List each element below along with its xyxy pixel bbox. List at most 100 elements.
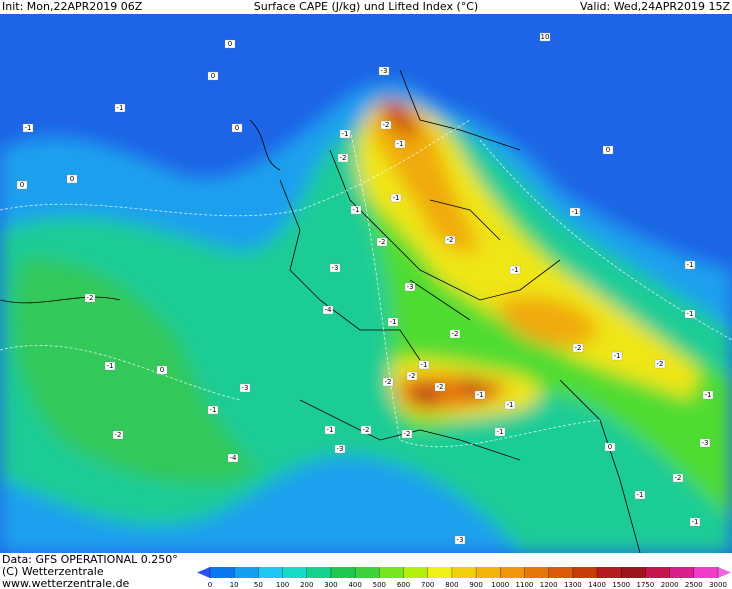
- lifted-index-label: 0: [228, 40, 232, 48]
- lifted-index-label: -2: [575, 344, 582, 352]
- lifted-index-label: -3: [337, 445, 344, 453]
- lifted-index-label: -1: [117, 104, 124, 112]
- label-box: [227, 453, 239, 463]
- colorbar-label: 800: [445, 581, 458, 589]
- label-box: [207, 405, 219, 415]
- colorbar-label: 0: [208, 581, 212, 589]
- init-time: Init: Mon,22APR2019 06Z: [2, 0, 143, 13]
- colorbar-segment: [524, 567, 550, 578]
- copyright: (C) Wetterzentrale: [2, 565, 104, 578]
- label-box: [689, 517, 701, 527]
- colorbar-segment: [258, 567, 284, 578]
- map-title: Surface CAPE (J/kg) und Lifted Index (°C…: [254, 0, 478, 13]
- label-box: [699, 438, 711, 448]
- lifted-index-label: -1: [342, 130, 349, 138]
- label-box: [672, 473, 684, 483]
- lifted-index-label: -1: [210, 406, 217, 414]
- label-box: [329, 263, 341, 273]
- label-box: [572, 343, 584, 353]
- lifted-index-label: -1: [353, 206, 360, 214]
- colorbar-segment: [451, 567, 477, 578]
- lifted-index-label: -3: [381, 67, 388, 75]
- label-box: [449, 329, 461, 339]
- label-box: [418, 360, 430, 370]
- label-box: [112, 430, 124, 440]
- label-box: [324, 425, 336, 435]
- label-box: [239, 383, 251, 393]
- colorbar-label: 1400: [588, 581, 606, 589]
- lifted-index-label: -1: [421, 361, 428, 369]
- lifted-index-label: -1: [107, 362, 114, 370]
- label-box: [434, 382, 446, 392]
- colorbar-segment: [330, 567, 356, 578]
- label-box: [231, 123, 243, 133]
- colorbar-arrow-right: [718, 567, 731, 578]
- lifted-index-label: -2: [385, 378, 392, 386]
- lifted-index-label: -1: [572, 208, 579, 216]
- colorbar-label: 900: [469, 581, 482, 589]
- lifted-index-label: -1: [397, 140, 404, 148]
- website: www.wetterzentrale.de: [2, 577, 130, 589]
- label-box: [474, 390, 486, 400]
- lifted-index-label: -1: [390, 318, 397, 326]
- colorbar-segment: [282, 567, 308, 578]
- label-box: [504, 400, 516, 410]
- colorbar-label: 1100: [516, 581, 534, 589]
- colorbar-segment: [669, 567, 695, 578]
- valid-time: Valid: Wed,24APR2019 15Z: [580, 0, 730, 13]
- lifted-index-label: 0: [160, 366, 164, 374]
- label-box: [207, 71, 219, 81]
- colorbar-segment: [403, 567, 429, 578]
- label-box: [360, 425, 372, 435]
- colorbar-segment: [210, 567, 235, 578]
- lifted-index-label: -1: [327, 426, 334, 434]
- colorbar-segment: [427, 567, 453, 578]
- lifted-index-label: -2: [409, 372, 416, 380]
- label-box: [156, 365, 168, 375]
- lifted-index-label: -2: [447, 236, 454, 244]
- label-box: [654, 359, 666, 369]
- colorbar-label: 300: [324, 581, 337, 589]
- label-box: [404, 282, 416, 292]
- colorbar-label: 1750: [637, 581, 655, 589]
- label-box: [394, 139, 406, 149]
- label-box: [387, 317, 399, 327]
- data-source: Data: GFS OPERATIONAL 0.250°: [2, 553, 178, 566]
- lifted-index-label: 10: [541, 33, 550, 41]
- label-box: [509, 265, 521, 275]
- colorbar-segment: [234, 567, 259, 578]
- colorbar-segment: [476, 567, 501, 578]
- label-box: [401, 429, 413, 439]
- lifted-index-label: -2: [363, 426, 370, 434]
- label-box: [337, 153, 349, 163]
- colorbar-label: 3000: [709, 581, 727, 589]
- colorbar-label: 1300: [564, 581, 582, 589]
- label-box: [454, 535, 466, 545]
- colorbar-label: 400: [348, 581, 361, 589]
- lifted-index-label: -4: [325, 306, 333, 314]
- lifted-index-label: -3: [702, 439, 709, 447]
- colorbar-label: 1000: [491, 581, 509, 589]
- label-box: [390, 193, 402, 203]
- label-box: [406, 371, 418, 381]
- lifted-index-label: -3: [457, 536, 464, 544]
- lifted-index-label: 0: [235, 124, 239, 132]
- label-box: [22, 123, 34, 133]
- lifted-index-label: -2: [383, 121, 390, 129]
- label-box: [494, 427, 506, 437]
- lifted-index-label: -1: [637, 491, 644, 499]
- colorbar-label: 10: [230, 581, 239, 589]
- colorbar-segment: [379, 567, 405, 578]
- colorbar-label: 100: [276, 581, 289, 589]
- label-box: [684, 260, 696, 270]
- label-box: [376, 237, 388, 247]
- lifted-index-label: -1: [393, 194, 400, 202]
- colorbar-segment: [548, 567, 574, 578]
- lifted-index-label: -2: [437, 383, 444, 391]
- label-box: [66, 174, 78, 184]
- label-box: [684, 309, 696, 319]
- lifted-index-label: -2: [404, 430, 411, 438]
- label-box: [604, 442, 616, 452]
